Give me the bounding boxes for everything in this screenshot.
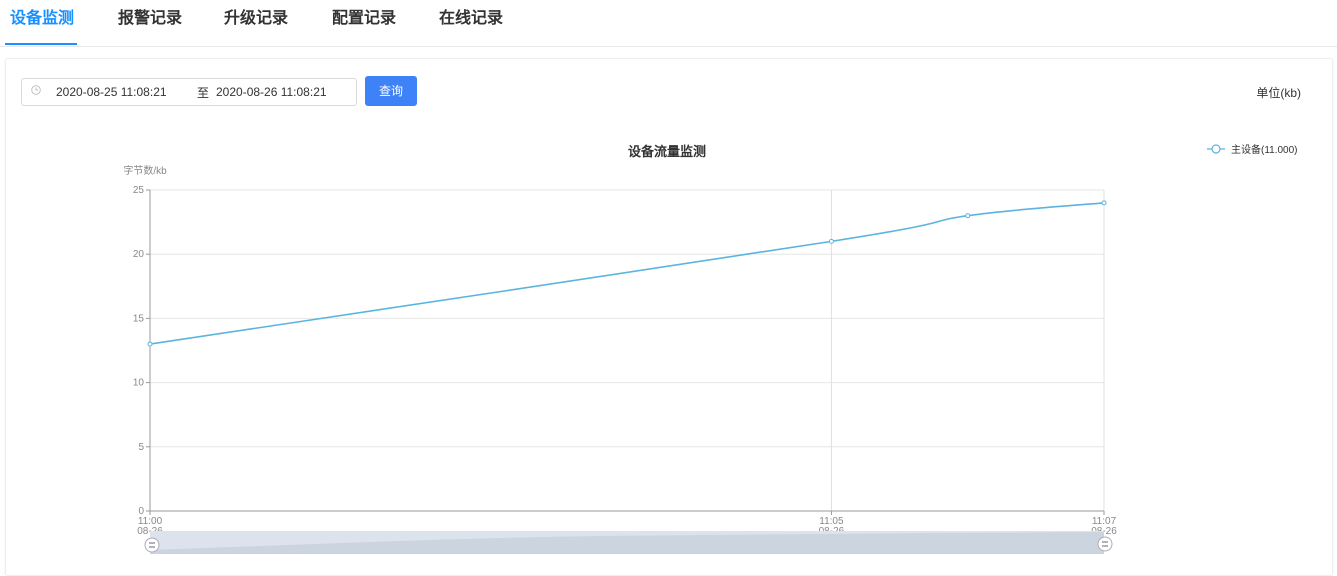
zoom-preview-area: [150, 532, 1104, 554]
y-tick-label: 0: [138, 506, 144, 517]
x-tick-label: 11:00: [138, 516, 163, 527]
y-tick-label: 20: [133, 249, 145, 260]
tab-device-monitor[interactable]: 设备监测: [10, 10, 75, 27]
y-tick-label: 5: [138, 442, 144, 453]
y-tick-label: 15: [133, 313, 145, 324]
tab-config-records[interactable]: 配置记录: [332, 10, 397, 27]
data-zoom-slider[interactable]: [144, 531, 1113, 554]
monitor-panel: [5, 58, 1333, 576]
clock-icon: [31, 85, 41, 95]
chart-title: 设备流量监测: [628, 144, 706, 159]
legend-series-name: 主设备(11.000): [1231, 143, 1298, 156]
data-point: [1101, 200, 1107, 206]
tab-alarm-records[interactable]: 报警记录: [118, 10, 183, 27]
y-tick-label: 10: [133, 378, 145, 389]
legend-marker-icon: [1211, 144, 1221, 154]
legend[interactable]: 主设备(11.000): [1207, 143, 1298, 156]
tab-upgrade-records[interactable]: 升级记录: [224, 10, 289, 27]
end-date-input[interactable]: 2020-08-26 11:08:21: [216, 85, 327, 99]
series-line: [149, 202, 1105, 345]
x-tick-label: 11:07: [1092, 516, 1117, 527]
range-separator: 至: [197, 86, 210, 100]
x-tick-date-label: 08-26: [1091, 526, 1117, 537]
data-point: [965, 213, 971, 219]
chart-grid: [150, 189, 1105, 512]
date-range-picker[interactable]: 2020-08-25 11:08:21 至 2020-08-26 11:08:2…: [21, 78, 357, 106]
y-axis-name: 字节数/kb: [123, 164, 167, 177]
data-point: [147, 341, 153, 347]
start-date-input[interactable]: 2020-08-25 11:08:21: [56, 85, 167, 99]
unit-label: 单位(kb): [1256, 86, 1301, 100]
zoom-handle-left[interactable]: [144, 537, 160, 553]
series-layer: [147, 200, 1107, 347]
query-button[interactable]: 查询: [365, 76, 417, 106]
x-tick-label: 11:05: [819, 516, 844, 527]
y-tick-label: 25: [133, 185, 145, 196]
tab-bar: 设备监测 报警记录 升级记录 配置记录 在线记录: [0, 0, 1337, 47]
data-point: [828, 238, 834, 244]
active-tab-indicator: [5, 43, 77, 45]
y-axis: 0 5 10 15 20 25: [133, 185, 151, 517]
tab-online-records[interactable]: 在线记录: [439, 10, 504, 27]
zoom-handle-right[interactable]: [1097, 536, 1113, 552]
